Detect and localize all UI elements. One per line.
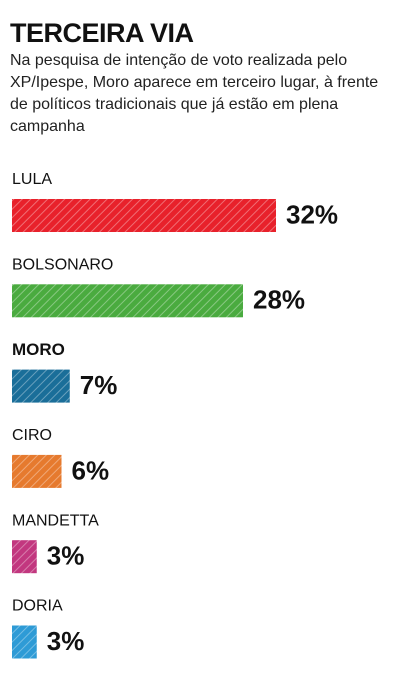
bar — [12, 625, 37, 659]
category-label: MORO — [12, 340, 65, 359]
category-label: DORIA — [12, 598, 63, 615]
value-label: 7% — [80, 370, 118, 400]
category-label: MANDETTA — [12, 512, 99, 529]
bar — [12, 284, 243, 318]
chart-subtitle: Na pesquisa de intenção de voto realizad… — [10, 52, 379, 135]
bar — [12, 199, 276, 232]
category-label: BOLSONARO — [12, 257, 113, 274]
value-label: 28% — [253, 285, 305, 315]
bar — [12, 540, 37, 574]
chart-title: TERCEIRA VIA — [10, 18, 194, 48]
value-label: 3% — [47, 626, 85, 656]
value-label: 6% — [72, 455, 110, 485]
header: TERCEIRA VIA Na pesquisa de intenção de … — [10, 18, 398, 138]
category-label: CIRO — [12, 427, 52, 444]
value-label: 32% — [286, 199, 338, 229]
bar — [12, 454, 62, 488]
category-label: LULA — [12, 171, 52, 188]
bar — [12, 369, 70, 403]
value-label: 3% — [47, 541, 85, 571]
